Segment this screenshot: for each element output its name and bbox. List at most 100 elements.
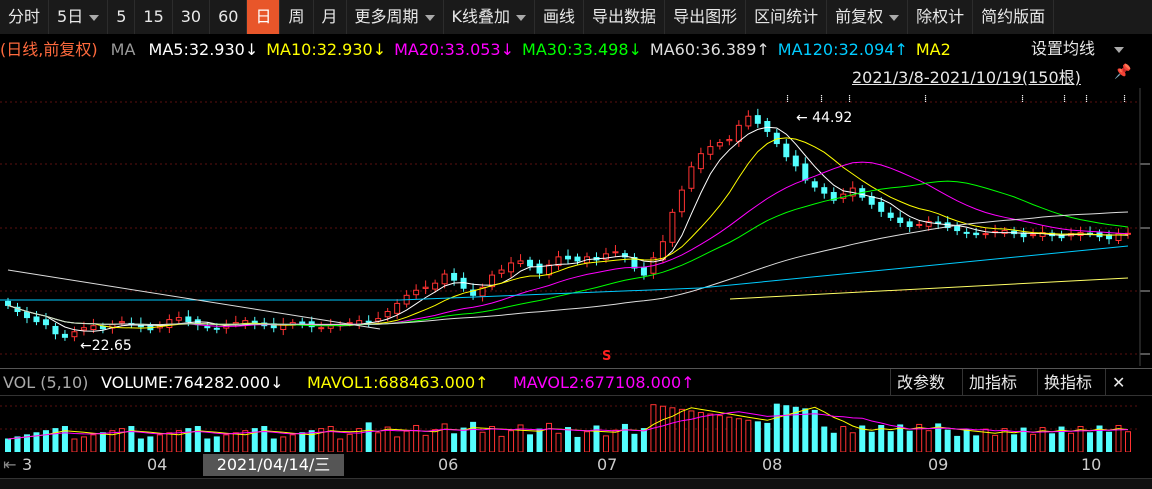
candle-body xyxy=(783,143,790,158)
toolbar-button-label: 5日 xyxy=(57,7,84,26)
switch-indicator-button[interactable]: 换指标 xyxy=(1037,369,1098,396)
volume-bar xyxy=(735,418,742,452)
volume-chart[interactable] xyxy=(0,396,1152,452)
candlestick-chart[interactable]: ← 44.92 ←22.65 S ⁞ ⁞ ⁞ ⁞ ⁞ ⁞ ⁞ ⁞ xyxy=(0,88,1152,366)
candle-body xyxy=(23,311,30,319)
volume-bar xyxy=(527,434,534,452)
volume-bar xyxy=(1106,431,1113,452)
event-marker: ⁞ xyxy=(820,92,823,105)
candle-body xyxy=(830,192,837,201)
volume-bar xyxy=(441,423,448,452)
volume-bar xyxy=(90,434,97,452)
candle-body xyxy=(470,289,477,296)
toolbar-button-label: 画线 xyxy=(543,7,576,26)
toolbar-button-16[interactable]: 除权计 xyxy=(908,0,974,34)
toolbar-button-17[interactable]: 简约版面 xyxy=(973,0,1055,34)
toolbar-button-3[interactable]: 15 xyxy=(135,0,173,34)
volume-bar xyxy=(546,422,553,452)
toolbar-button-0[interactable]: 分时 xyxy=(0,0,50,34)
volume-bar xyxy=(432,429,439,452)
x-axis-tick-label: 10 xyxy=(1081,455,1102,474)
volume-bar xyxy=(394,436,401,452)
pin-icon[interactable]: 📌 xyxy=(1114,64,1132,80)
ma250-line xyxy=(729,277,1129,300)
volume-bar xyxy=(1125,431,1131,452)
candle-body xyxy=(422,286,429,289)
volume-bar xyxy=(565,427,571,452)
edit-params-button[interactable]: 改参数 xyxy=(890,369,951,396)
toolbar-button-label: 导出图形 xyxy=(673,7,738,26)
volume-bar xyxy=(659,405,666,452)
toolbar-button-7[interactable]: 周 xyxy=(280,0,314,34)
candle-body xyxy=(536,263,543,274)
volume-bar xyxy=(498,435,505,452)
toolbar-button-9[interactable]: 更多周期 xyxy=(347,0,444,34)
toolbar-button-label: 15 xyxy=(143,7,164,26)
ma-settings-label: 设置均线 xyxy=(1031,39,1096,58)
volume-bar xyxy=(1020,427,1027,452)
toolbar-button-2[interactable]: 5 xyxy=(108,0,136,34)
event-marker: ⁞ xyxy=(1021,92,1024,105)
ma-settings-button[interactable]: 设置均线 xyxy=(1025,36,1152,62)
volume-bar xyxy=(754,421,761,452)
candle-body xyxy=(669,211,676,243)
candle-body xyxy=(52,325,59,335)
volume-bar xyxy=(621,423,628,452)
period-toolbar: 分时 5日 5 15 30 60 日周月更多周期 K线叠加 画线 导出数据 导出图形 区间统计 前复权 除… xyxy=(0,0,1152,34)
chevron-down-icon xyxy=(516,14,527,21)
x-axis-tick-label: 07 xyxy=(597,455,618,474)
candle-body xyxy=(384,311,391,318)
close-icon[interactable]: ✕ xyxy=(1105,369,1131,396)
volume-bar xyxy=(470,421,477,452)
scroll-left-icon[interactable]: ⇤ xyxy=(3,455,17,474)
volume-bar xyxy=(1030,433,1037,452)
volume-bar xyxy=(479,431,486,452)
toolbar-button-label: 区间统计 xyxy=(754,7,819,26)
volume-bar xyxy=(223,434,230,452)
candle-body xyxy=(716,142,723,147)
volume-bar xyxy=(1068,432,1075,452)
volume-bar xyxy=(5,438,11,452)
x-axis-tick-label: 09 xyxy=(928,455,949,474)
toolbar-button-6[interactable]: 日 xyxy=(247,0,281,34)
volume-bar xyxy=(830,432,837,452)
event-marker: ⁞ xyxy=(924,92,927,105)
candle-body xyxy=(527,259,534,267)
toolbar-button-4[interactable]: 30 xyxy=(173,0,211,34)
candle-body xyxy=(118,321,125,324)
volume-bar xyxy=(669,407,676,452)
volume-bar xyxy=(973,435,980,452)
volume-bar xyxy=(897,424,904,452)
toolbar-button-11[interactable]: 画线 xyxy=(535,0,585,34)
volume-bar xyxy=(602,435,609,452)
toolbar-button-1[interactable]: 5日 xyxy=(49,0,109,34)
chevron-down-icon xyxy=(1114,46,1125,53)
toolbar-button-15[interactable]: 前复权 xyxy=(827,0,909,34)
ma-value-1: MA10:32.930↓ xyxy=(266,40,387,59)
ma60-tail xyxy=(7,269,381,330)
candle-body xyxy=(678,189,685,213)
volume-bar xyxy=(365,422,372,452)
toolbar-button-10[interactable]: K线叠加 xyxy=(444,0,536,34)
toolbar-button-13[interactable]: 导出图形 xyxy=(665,0,747,34)
volume-bar xyxy=(707,413,714,452)
candle-body xyxy=(697,153,704,170)
volume-bar xyxy=(194,426,201,452)
candle-body xyxy=(602,253,609,260)
candle-body xyxy=(925,220,932,227)
chevron-down-icon xyxy=(889,14,900,21)
volume-bar xyxy=(802,408,809,452)
volume-bar xyxy=(413,424,420,452)
date-range-label[interactable]: 2021/3/8-2021/10/19(150根) xyxy=(852,68,1081,87)
toolbar-button-14[interactable]: 区间统计 xyxy=(746,0,828,34)
volume-bar xyxy=(792,406,799,452)
toolbar-button-5[interactable]: 60 xyxy=(210,0,248,34)
candle-body xyxy=(1001,230,1008,234)
add-indicator-button[interactable]: 加指标 xyxy=(962,369,1023,396)
candle-body xyxy=(90,325,97,331)
toolbar-button-12[interactable]: 导出数据 xyxy=(584,0,666,34)
toolbar-button-8[interactable]: 月 xyxy=(314,0,347,34)
volume-bar xyxy=(346,433,353,452)
candle-body xyxy=(764,120,771,132)
candle-body xyxy=(61,333,68,338)
